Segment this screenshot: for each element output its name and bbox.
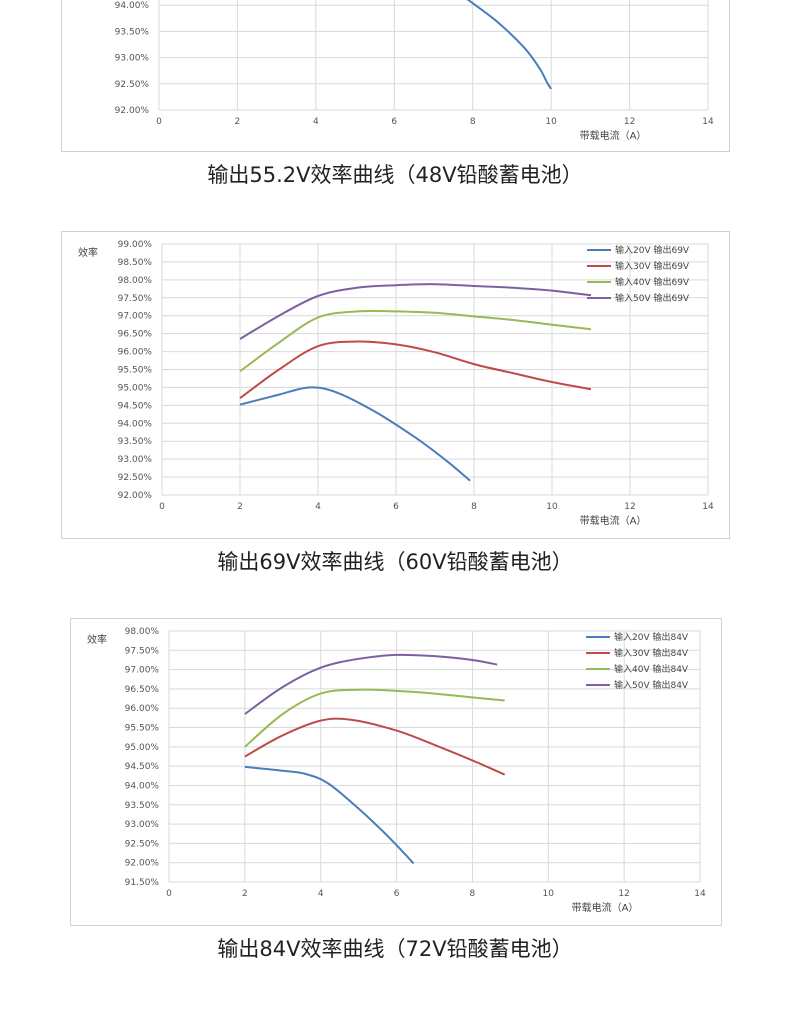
- y-tick-label: 98.00%: [118, 276, 153, 286]
- caption-1: 输出55.2V效率曲线（48V铅酸蓄电池）: [207, 163, 583, 187]
- chart-2-box: 99.00% 98.50% 98.00% 97.50% 97.00% 96.50% 96.0…: [61, 231, 730, 539]
- y-tick-label: 98.50%: [118, 258, 153, 268]
- y-tick-label: 94.50%: [125, 762, 160, 772]
- x-tick-label: 14: [702, 117, 714, 127]
- x-tick-label: 0: [166, 889, 172, 899]
- y-tick-label: 98.00%: [125, 627, 160, 637]
- series-line-3: [244, 688, 505, 748]
- x-tick-label: 4: [318, 889, 324, 899]
- series-line-3: [239, 309, 592, 373]
- x-tick-label: 4: [313, 117, 319, 127]
- y-tick-label: 97.50%: [125, 646, 160, 656]
- y-tick-label: 95.50%: [118, 366, 153, 376]
- series-line-1: [466, 0, 552, 90]
- series-line-1: [239, 386, 471, 482]
- chart-1: 94.50%94.00%93.50%93.00%92.50%92.00%0246…: [115, 0, 714, 142]
- x-tick-label: 0: [159, 502, 165, 512]
- chart-1-box: 94.50%94.00%93.50%93.00%92.50%92.00%0246…: [61, 0, 730, 152]
- x-tick-label: 14: [694, 889, 706, 899]
- legend-label-2: 输入30V 输出84V: [614, 647, 689, 659]
- x-tick-label: 6: [394, 889, 400, 899]
- x-axis-title: 带载电流（A）: [580, 514, 647, 527]
- y-tick-label: 92.00%: [115, 106, 150, 116]
- x-tick-label: 0: [156, 117, 162, 127]
- x-tick-label: 2: [237, 502, 243, 512]
- x-tick-label: 6: [393, 502, 399, 512]
- x-tick-label: 2: [242, 889, 248, 899]
- y-tick-label: 97.00%: [118, 312, 153, 322]
- series-line-4: [244, 653, 498, 715]
- y-axis-title: 效率: [78, 246, 98, 259]
- y-tick-label: 95.00%: [118, 383, 153, 393]
- x-tick-label: 12: [618, 889, 629, 899]
- y-tick-label: 99.00%: [118, 240, 153, 250]
- y-tick-label: 94.00%: [118, 419, 153, 429]
- y-tick-label: 96.50%: [125, 685, 160, 695]
- y-tick-label: 92.00%: [118, 491, 153, 501]
- y-tick-label: 96.00%: [125, 704, 160, 714]
- legend-label-1: 输入20V 输出84V: [614, 631, 689, 643]
- series-line-2: [244, 717, 506, 776]
- y-tick-label: 95.00%: [125, 743, 160, 753]
- y-tick-label: 94.00%: [125, 781, 160, 791]
- y-tick-label: 92.50%: [115, 80, 150, 90]
- series-line-4: [239, 283, 592, 340]
- series-line-1: [244, 765, 415, 865]
- x-axis-title: 带载电流（A）: [572, 901, 639, 914]
- y-tick-label: 91.50%: [125, 878, 160, 888]
- y-tick-label: 96.50%: [118, 330, 153, 340]
- legend-label-2: 输入30V 输出69V: [615, 260, 690, 272]
- x-tick-label: 2: [235, 117, 241, 127]
- legend-label-3: 输入40V 输出69V: [615, 276, 690, 288]
- x-tick-label: 12: [624, 502, 635, 512]
- y-tick-label: 93.50%: [115, 27, 150, 37]
- x-tick-label: 8: [470, 117, 476, 127]
- chart-3: 98.00% 97.50% 97.00% 96.50% 96.00% 95.50% 95.0…: [87, 627, 706, 914]
- y-axis-title: 效率: [87, 633, 107, 646]
- x-tick-label: 12: [624, 117, 635, 127]
- y-tick-label: 97.50%: [118, 294, 153, 304]
- y-tick-label: 93.00%: [125, 820, 160, 830]
- y-tick-label: 96.00%: [118, 348, 153, 358]
- x-tick-label: 14: [702, 502, 714, 512]
- legend-label-1: 输入20V 输出69V: [615, 244, 690, 256]
- caption-3: 输出84V效率曲线（72V铅酸蓄电池）: [217, 937, 573, 961]
- x-tick-label: 10: [545, 117, 557, 127]
- y-tick-label: 94.00%: [115, 1, 150, 11]
- x-tick-label: 4: [315, 502, 321, 512]
- chart-2: 99.00% 98.50% 98.00% 97.50% 97.00% 96.50% 96.0…: [78, 240, 714, 527]
- x-axis-title: 带载电流（A）: [580, 129, 647, 142]
- legend-label-3: 输入40V 输出84V: [614, 663, 689, 675]
- x-tick-label: 6: [391, 117, 397, 127]
- x-tick-label: 10: [543, 889, 555, 899]
- y-tick-label: 94.50%: [118, 401, 153, 411]
- x-tick-label: 10: [546, 502, 558, 512]
- legend-label-4: 输入50V 输出69V: [615, 292, 690, 304]
- chart-3-box: 98.00% 97.50% 97.00% 96.50% 96.00% 95.50% 95.0…: [70, 618, 722, 926]
- y-tick-label: 93.50%: [118, 437, 153, 447]
- y-tick-label: 95.50%: [125, 724, 160, 734]
- series-line-2: [239, 340, 592, 400]
- y-tick-label: 92.00%: [125, 859, 160, 869]
- y-tick-label: 92.50%: [125, 839, 160, 849]
- x-tick-label: 8: [471, 502, 477, 512]
- y-tick-label: 93.50%: [125, 801, 160, 811]
- y-tick-label: 93.00%: [118, 455, 153, 465]
- caption-2: 输出69V效率曲线（60V铅酸蓄电池）: [217, 550, 573, 574]
- y-tick-label: 93.00%: [115, 54, 150, 64]
- x-tick-label: 8: [470, 889, 476, 899]
- y-tick-label: 97.00%: [125, 666, 160, 676]
- y-tick-label: 92.50%: [118, 473, 153, 483]
- legend-label-4: 输入50V 输出84V: [614, 679, 689, 691]
